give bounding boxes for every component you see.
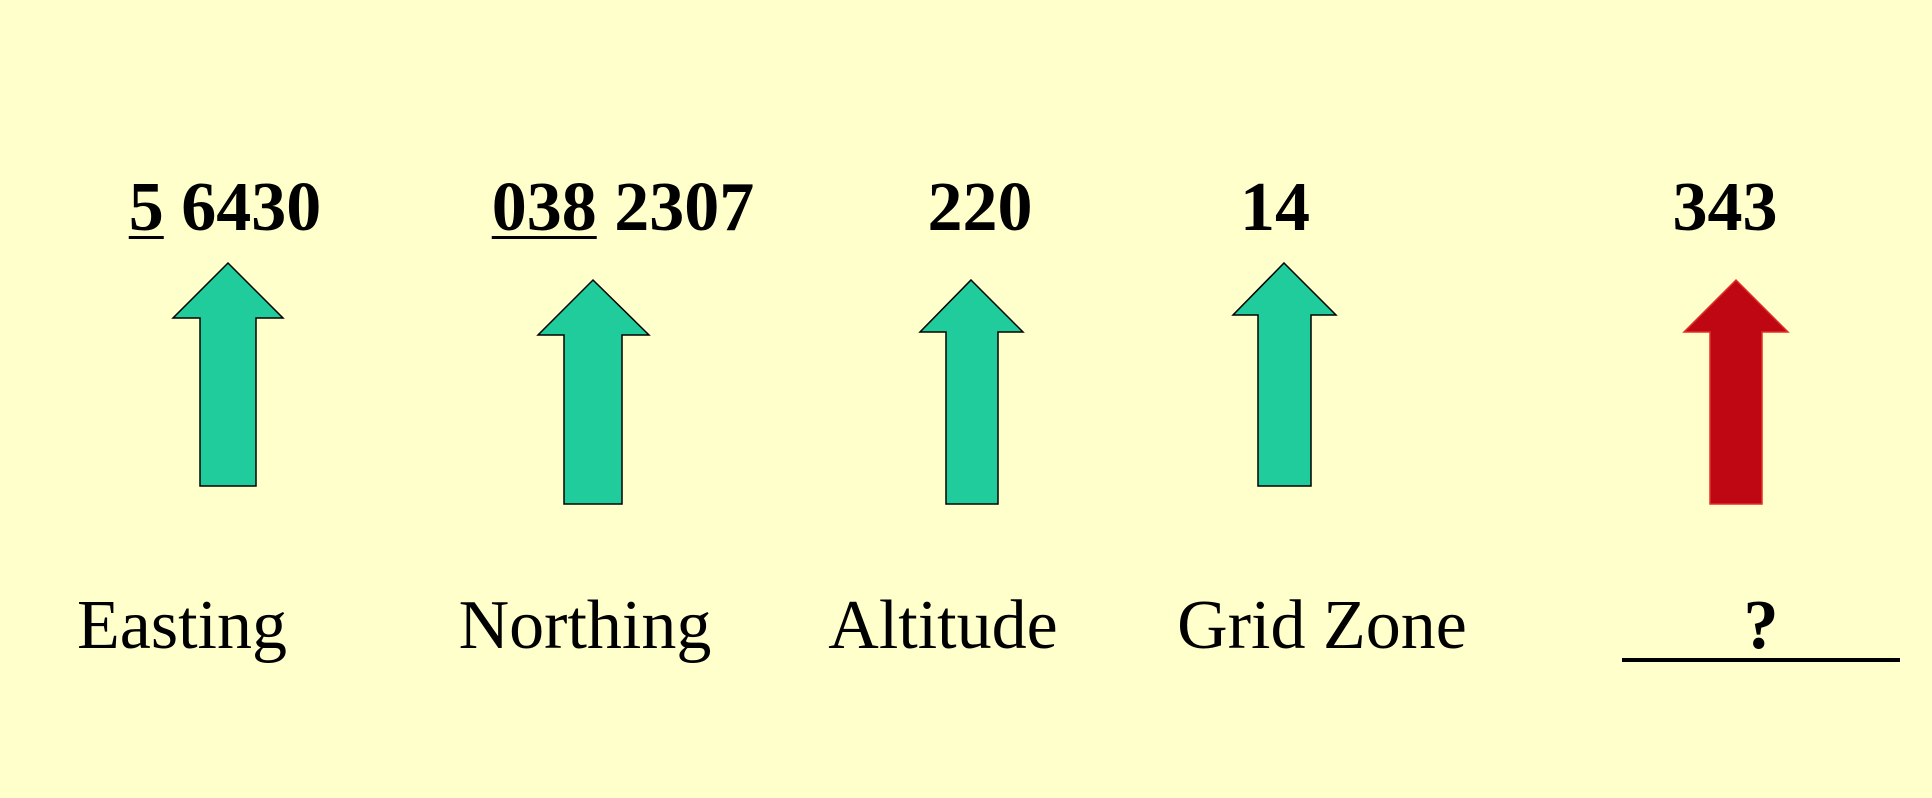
northing-value-rest: 2307 <box>596 169 755 246</box>
easting-arrow-shape <box>171 261 285 487</box>
altitude-arrow-shape <box>918 278 1025 505</box>
altitude-value: 220 <box>928 166 1033 250</box>
unknown-arrow-icon <box>1682 278 1790 505</box>
grid-zone-value-rest: 14 <box>1240 169 1310 246</box>
easting-arrow-icon <box>171 261 285 487</box>
grid-zone-arrow-shape <box>1231 261 1338 487</box>
altitude-value-rest: 220 <box>927 169 1033 246</box>
unknown-value: 343 <box>1673 166 1778 250</box>
grid-zone-arrow-icon <box>1231 261 1338 487</box>
altitude-label: Altitude <box>828 587 1058 664</box>
easting-label: Easting <box>77 587 287 664</box>
northing-arrow-icon <box>536 278 651 505</box>
northing-label: Northing <box>458 587 712 664</box>
grid-zone-label: Grid Zone <box>1177 587 1467 664</box>
unknown-label-blank: ? <box>1622 584 1900 664</box>
easting-value-rest: 6430 <box>163 169 322 246</box>
grid-zone-value: 14 <box>1240 166 1310 250</box>
easting-value: 5 6430 <box>129 166 322 250</box>
unknown-value-rest: 343 <box>1672 169 1778 246</box>
altitude-arrow-icon <box>918 278 1025 505</box>
unknown-arrow-shape <box>1682 278 1790 505</box>
northing-arrow-shape <box>536 278 651 505</box>
easting-value-prefix: 5 <box>128 169 164 246</box>
northing-value-prefix: 038 <box>491 169 597 246</box>
northing-value: 038 2307 <box>492 166 755 250</box>
